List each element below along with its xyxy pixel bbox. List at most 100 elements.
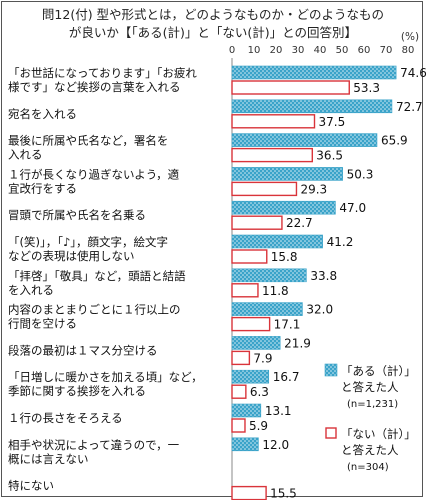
value-label-aru: 16.7: [273, 370, 300, 384]
x-tick-label: 50: [336, 45, 349, 56]
legend-label-line: 「ある（計）」: [341, 364, 416, 378]
bar-aru: [231, 200, 336, 215]
category-label-line: 宛名を入れる: [8, 107, 77, 121]
x-tick-label: 10: [248, 45, 261, 56]
category-label-line: 「拝啓」「敬具」など，頭語と結語: [8, 269, 186, 283]
bar-nai: [231, 181, 298, 197]
category-label: 特にない: [8, 479, 54, 493]
x-tick-label: 30: [292, 45, 305, 56]
chart-title-line-1: 問12(付) 型や形式とは，どのようなものか・どのようなもの: [41, 7, 385, 22]
bar-nai: [231, 384, 247, 399]
value-label-nai: 29.3: [300, 182, 327, 196]
legend-label-line: 「ない（計）」: [341, 427, 416, 441]
category-label: 「(笑)」，「♪」，顔文字，絵文字などの表現は使用しない: [8, 235, 168, 263]
value-label-nai: 37.5: [319, 115, 346, 129]
value-label-nai: 15.5: [270, 487, 297, 500]
unit-label: (%): [401, 31, 419, 43]
bar-aru: [231, 234, 323, 249]
bar-nai: [231, 147, 314, 163]
chart-title-line-2: が良いか【「ある(計)」と「ない(計)」との回答別】: [68, 25, 358, 40]
value-label-aru: 50.3: [347, 167, 374, 181]
category-label-line: 段落の最初は１マス分空ける: [8, 343, 158, 357]
category-label: 「お世話になっております」「お疲れ様です」など挨拶の言葉を入れる: [8, 66, 197, 94]
category-label-line: 冒頭で所属や氏名を名乗る: [8, 208, 146, 222]
bar-nai: [231, 418, 246, 433]
legend-sample-size: (n=304): [347, 462, 389, 473]
value-label-nai: 6.3: [250, 385, 269, 399]
value-label-aru: 13.1: [265, 404, 292, 418]
bar-aru: [231, 133, 378, 147]
category-label-line: を入れる: [8, 283, 54, 297]
bar-aru: [231, 336, 281, 350]
category-label-line: 入れる: [8, 148, 43, 162]
value-label-aru: 12.0: [262, 438, 289, 452]
category-label: 内容のまとまりごとに１行以上の行間を空ける: [8, 303, 181, 331]
bar-nai: [231, 485, 267, 500]
bar-nai: [231, 350, 251, 366]
value-label-nai: 22.7: [286, 216, 313, 230]
value-label-aru: 47.0: [339, 201, 366, 215]
bar-nai: [231, 215, 283, 230]
bar-nai: [231, 283, 259, 298]
x-tick-label: 0: [229, 45, 235, 56]
category-label-line: 内容のまとまりごとに１行以上の: [8, 303, 181, 317]
bar-nai: [231, 80, 350, 95]
bar-aru: [231, 268, 307, 283]
category-label: 段落の最初は１マス分空ける: [8, 343, 158, 357]
category-label-line: 最後に所属や氏名など，署名を: [8, 134, 168, 148]
category-label: １行の長さをそろえる: [8, 411, 123, 425]
bar-aru: [231, 65, 397, 80]
value-label-aru: 65.9: [381, 134, 408, 148]
legend-swatch-aru: [324, 363, 338, 377]
legend-label-line: と答えた人: [341, 380, 399, 394]
value-label-aru: 74.6: [400, 66, 426, 80]
category-label-line: 季節に関する挨拶を入れる: [8, 384, 146, 398]
x-tick-label: 40: [314, 45, 327, 56]
x-tick-label: 20: [270, 45, 283, 56]
bar-nai: [231, 316, 271, 332]
value-label-aru: 41.2: [327, 235, 354, 249]
x-tick-label: 60: [358, 45, 371, 56]
category-label-line: 概には言えない: [8, 452, 89, 466]
bar-aru: [231, 437, 259, 452]
legend-sample-size: (n=1,231): [347, 399, 398, 410]
bar-aru: [231, 369, 270, 384]
category-label-line: などの表現は使用しない: [8, 249, 135, 263]
legend-label: 「ある（計）」と答えた人: [341, 364, 416, 394]
x-tick-label: 80: [402, 45, 415, 56]
legend-swatch-nai: [325, 427, 337, 439]
value-label-aru: 72.7: [396, 100, 423, 114]
bar-nai: [231, 249, 268, 264]
category-label-line: １行が長くなり過ぎないよう，適: [8, 167, 180, 181]
chart-title: 問12(付) 型や形式とは，どのようなものか・どのようなもの が良いか【「ある(…: [0, 6, 426, 42]
category-label-line: 行間を空ける: [8, 317, 77, 331]
bar-aru: [231, 167, 343, 181]
value-label-nai: 53.3: [353, 81, 380, 95]
value-label-nai: 15.8: [271, 250, 298, 264]
value-label-nai: 11.8: [262, 284, 289, 298]
category-label-line: １行の長さをそろえる: [8, 411, 123, 425]
value-label-nai: 36.5: [316, 149, 343, 163]
bar-nai: [231, 114, 316, 129]
category-label-line: 様です」など挨拶の言葉を入れる: [8, 80, 181, 94]
category-label-line: 「(笑)」，「♪」，顔文字，絵文字: [8, 235, 168, 249]
category-label-line: 相手や状況によって違うので，一: [8, 438, 180, 452]
bar-aru: [231, 302, 303, 316]
legend-label: 「ない（計）」と答えた人: [341, 427, 416, 457]
category-label-line: 「お世話になっております」「お疲れ: [8, 66, 197, 80]
category-label-line: 「日増しに暖かさを加える頃」など，: [8, 370, 203, 384]
category-label: 「日増しに暖かさを加える頃」など，季節に関する挨拶を入れる: [8, 370, 203, 398]
category-label: 最後に所属や氏名など，署名を入れる: [8, 134, 168, 162]
value-label-nai: 5.9: [249, 419, 268, 433]
value-label-nai: 17.1: [274, 318, 301, 332]
category-label: 冒頭で所属や氏名を名乗る: [8, 208, 146, 222]
x-tick-label: 70: [380, 45, 393, 56]
bar-aru: [231, 99, 393, 114]
value-label-aru: 21.9: [284, 336, 311, 350]
category-label: １行が長くなり過ぎないよう，適宜改行をする: [8, 167, 180, 195]
value-label-aru: 33.8: [310, 269, 337, 283]
category-label-line: 宜改行をする: [8, 181, 77, 195]
category-label: 宛名を入れる: [8, 107, 77, 121]
